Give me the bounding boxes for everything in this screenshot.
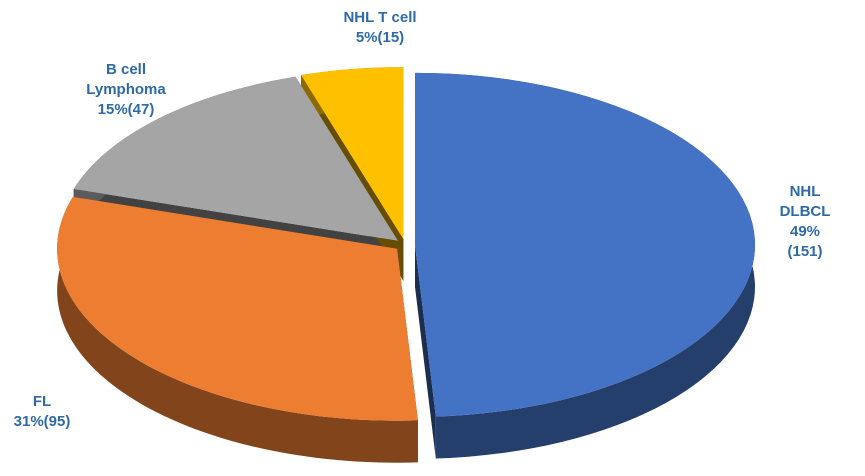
slice-label: B cell Lymphoma 15%(47)	[71, 60, 181, 120]
category-label: B cell Lymphoma	[86, 61, 166, 98]
slice-label: NHL T cell 5%(15)	[343, 8, 416, 48]
slice-wall	[414, 244, 436, 459]
slice-label: FL 31%(95)	[14, 392, 71, 432]
value-label: 49%(151)	[787, 223, 823, 260]
slice-side	[57, 196, 418, 463]
slice	[414, 72, 755, 417]
category-label: FL	[32, 393, 52, 410]
slice	[301, 67, 404, 240]
value-label: 15%(47)	[97, 101, 155, 118]
category-label: NHL DLBCL	[779, 183, 831, 220]
slice-label: NHL DLBCL 49%(151)	[775, 182, 835, 262]
category-label: NHL T cell	[343, 9, 417, 26]
value-label: 31%(95)	[13, 413, 71, 430]
value-label: 5%(15)	[355, 29, 405, 46]
slice	[73, 76, 398, 241]
slice	[57, 196, 418, 421]
